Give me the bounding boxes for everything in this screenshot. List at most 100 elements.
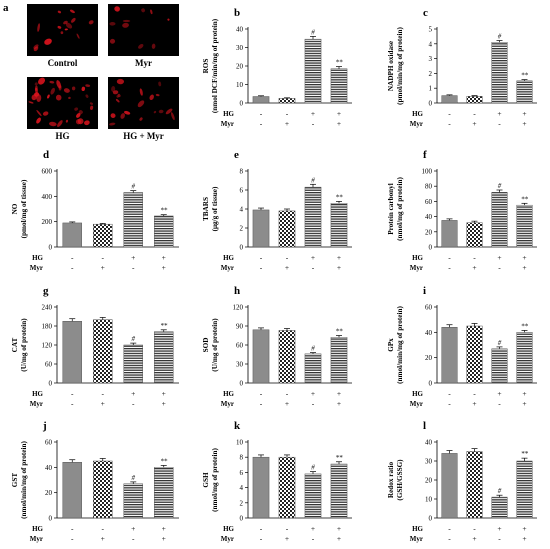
treatment-sign: - bbox=[448, 109, 451, 118]
treatment-sign: - bbox=[448, 253, 451, 262]
y-tick-label: 80 bbox=[425, 183, 433, 191]
chart-b: b 0 10 20 30 40 ROS (nmol DCF/min/mg of protein… bbox=[202, 7, 352, 128]
y-tick-label: 3 bbox=[429, 55, 433, 63]
y-axis-label: (nmol/mg of protein) bbox=[211, 448, 219, 512]
significance-mark: # bbox=[132, 474, 136, 482]
panel-letter-d: d bbox=[43, 149, 49, 161]
bar-k-1 bbox=[252, 456, 270, 519]
y-tick-label: 600 bbox=[42, 168, 53, 176]
bar-e-1 bbox=[252, 209, 270, 248]
y-tick-label: 60 bbox=[425, 304, 433, 312]
treatment-sign: - bbox=[498, 399, 501, 408]
row-label-myr: Myr bbox=[30, 535, 43, 543]
y-tick-label: 120 bbox=[42, 342, 53, 350]
treatment-sign: - bbox=[260, 524, 263, 533]
bar-f-1 bbox=[441, 220, 458, 248]
bar-f-2 bbox=[466, 222, 483, 248]
treatment-sign: + bbox=[522, 524, 526, 533]
treatment-sign: - bbox=[448, 524, 451, 533]
significance-mark: ** bbox=[521, 450, 529, 458]
bar-j-4 bbox=[154, 467, 174, 519]
row-label-hg: HG bbox=[32, 525, 43, 533]
y-tick-label: 1 bbox=[429, 85, 433, 93]
row-label-myr: Myr bbox=[221, 535, 234, 543]
micrograph-svg: a Control Myr HG HG + Myr bbox=[3, 2, 179, 141]
treatment-sign: + bbox=[311, 389, 315, 398]
y-tick-label: 4 bbox=[429, 40, 433, 48]
treatment-sign: + bbox=[522, 119, 526, 128]
y-axis-label: NO bbox=[11, 203, 19, 214]
row-label-myr: Myr bbox=[410, 400, 423, 408]
chart-c: c 0 1 2 3 4 5 NADPH oxidase (pmol/min/mg of prot… bbox=[387, 7, 537, 128]
y-tick-label: 4 bbox=[240, 206, 244, 214]
y-tick-label: 60 bbox=[236, 342, 244, 350]
bar-e-4 bbox=[330, 203, 348, 248]
bar-b-3 bbox=[304, 38, 322, 104]
y-tick-label: 60 bbox=[425, 198, 433, 206]
treatment-sign: + bbox=[131, 524, 135, 533]
significance-mark: ** bbox=[336, 328, 344, 336]
bar-d-1 bbox=[62, 222, 82, 248]
treatment-sign: - bbox=[448, 534, 451, 543]
significance-mark: ** bbox=[160, 322, 168, 330]
bar-l-3 bbox=[491, 496, 508, 519]
micrograph-label: HG bbox=[55, 131, 69, 141]
micrograph-label: HG + Myr bbox=[123, 131, 164, 141]
treatment-sign: + bbox=[337, 109, 341, 118]
significance-mark: # bbox=[311, 345, 315, 353]
bar-k-3 bbox=[304, 473, 322, 519]
treatment-sign: - bbox=[448, 389, 451, 398]
bar-f-3 bbox=[491, 192, 508, 248]
bar-j-1 bbox=[62, 462, 82, 519]
row-label-hg: HG bbox=[32, 390, 43, 398]
row-label-myr: Myr bbox=[221, 400, 234, 408]
y-axis-label: (μg/g of tissue) bbox=[211, 186, 219, 231]
panel-letter-l: l bbox=[423, 420, 426, 432]
treatment-sign: + bbox=[311, 109, 315, 118]
y-tick-label: 20 bbox=[425, 477, 433, 485]
treatment-sign: + bbox=[311, 253, 315, 262]
treatment-sign: - bbox=[498, 534, 501, 543]
y-tick-label: 40 bbox=[236, 26, 244, 34]
bar-i-3 bbox=[491, 348, 508, 384]
bar-g-1 bbox=[62, 321, 82, 384]
significance-mark: # bbox=[132, 183, 136, 191]
significance-mark: ** bbox=[521, 195, 529, 203]
y-tick-label: 240 bbox=[42, 304, 53, 312]
treatment-sign: + bbox=[522, 263, 526, 272]
bar-l-4 bbox=[516, 460, 533, 519]
treatment-sign: + bbox=[131, 253, 135, 262]
bar-d-4 bbox=[154, 215, 174, 248]
treatment-sign: - bbox=[448, 263, 451, 272]
treatment-sign: - bbox=[71, 534, 74, 543]
row-label-hg: HG bbox=[32, 254, 43, 262]
treatment-sign: + bbox=[472, 119, 476, 128]
y-axis-label: TBARS bbox=[202, 197, 210, 221]
y-tick-label: 2 bbox=[240, 225, 244, 233]
y-axis-label: GSH bbox=[202, 472, 210, 488]
bar-b-2 bbox=[278, 98, 296, 104]
treatment-sign: - bbox=[312, 263, 315, 272]
significance-mark: ** bbox=[521, 72, 529, 80]
y-axis-label: (U/mg of protein) bbox=[211, 318, 219, 372]
y-axis-label: (nmol DCF/min/mg of protein) bbox=[211, 18, 219, 113]
chart-i: i 0 20 40 60 GPx (nmol/min/mg of protein) # ** HG… bbox=[387, 285, 537, 408]
y-axis-label: (nmol/min/mg of protein) bbox=[396, 306, 404, 384]
bar-b-4 bbox=[330, 68, 348, 104]
significance-mark: # bbox=[132, 335, 136, 343]
treatment-sign: - bbox=[132, 399, 135, 408]
treatment-sign: + bbox=[337, 253, 341, 262]
treatment-sign: + bbox=[472, 399, 476, 408]
treatment-sign: + bbox=[337, 263, 341, 272]
y-tick-label: 120 bbox=[233, 304, 244, 312]
y-axis-label: Redox ratio bbox=[387, 462, 395, 499]
row-label-hg: HG bbox=[412, 390, 423, 398]
row-label-hg: HG bbox=[412, 254, 423, 262]
y-tick-label: 20 bbox=[425, 354, 433, 362]
treatment-sign: + bbox=[285, 263, 289, 272]
y-tick-label: 30 bbox=[236, 44, 244, 52]
micrograph-label: Myr bbox=[135, 58, 152, 68]
